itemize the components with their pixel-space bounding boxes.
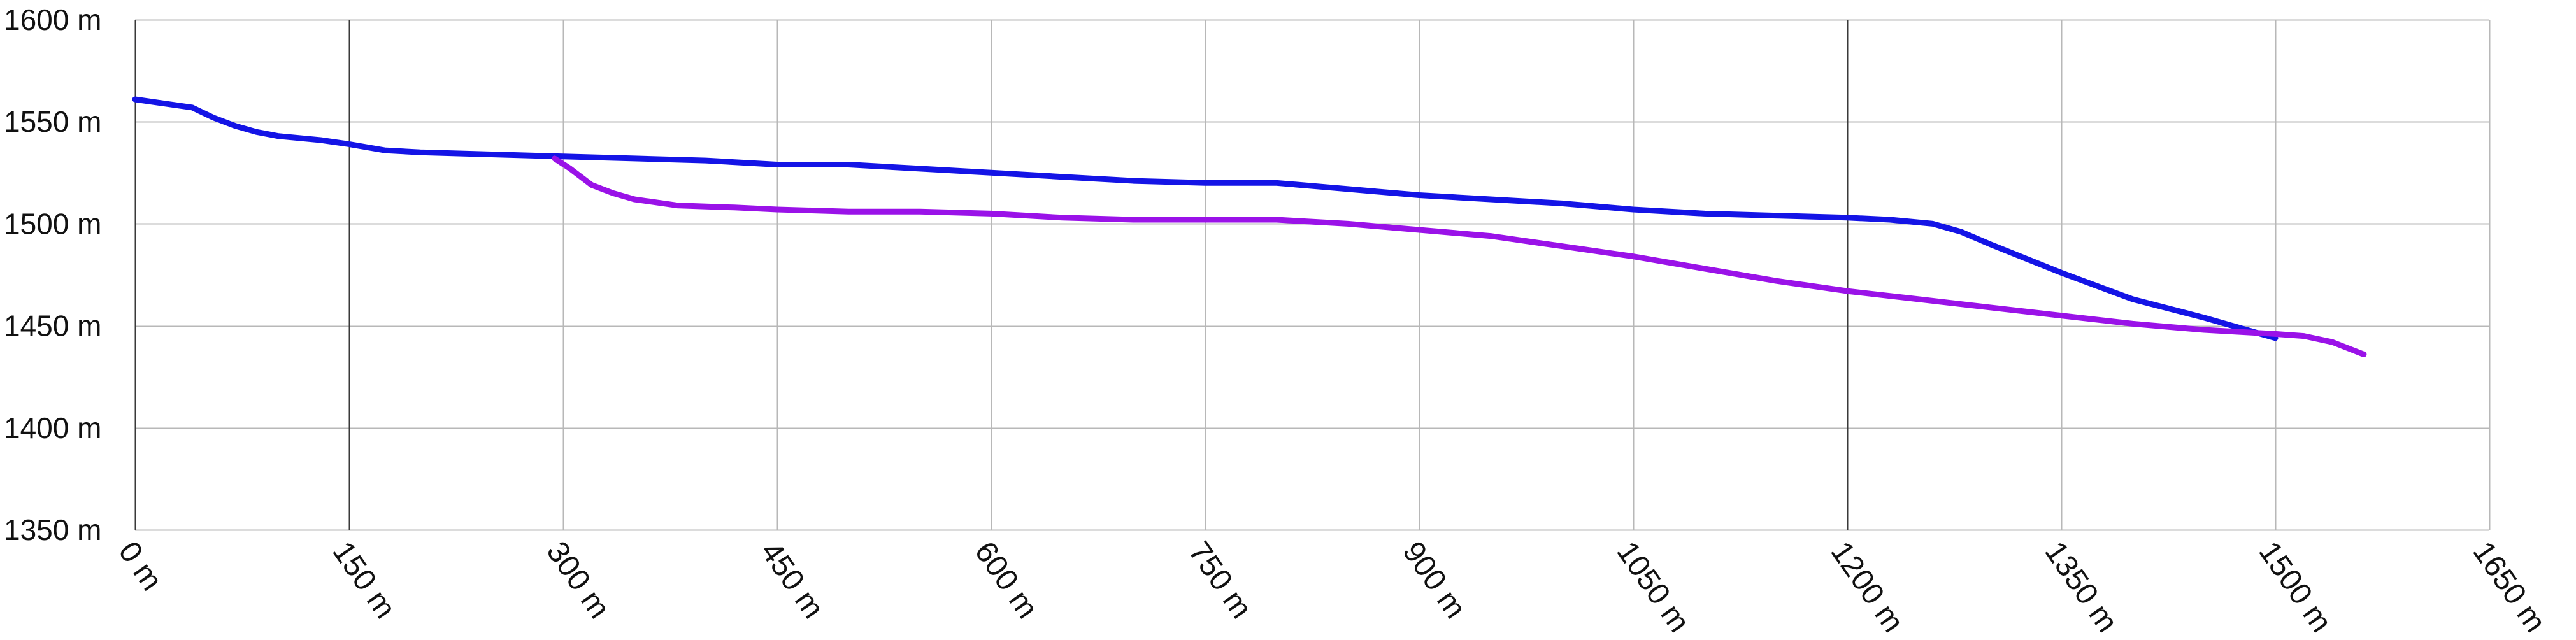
x-tick-label-5: 750 m: [1182, 536, 1258, 625]
x-axis-tick-labels: 0 m 150 m 300 m 450 m 600 m 750 m 900 m 1050 m 1…: [111, 536, 2552, 639]
y-tick-label-1: 1400 m: [4, 411, 101, 444]
y-tick-label-4: 1550 m: [4, 105, 101, 138]
x-tick-label-10: 1500 m: [2252, 536, 2338, 637]
x-tick-label-8: 1200 m: [1824, 536, 1910, 637]
y-tick-label-2: 1450 m: [4, 309, 101, 343]
y-tick-label-3: 1500 m: [4, 207, 101, 240]
y-tick-label-0: 1350 m: [4, 513, 101, 546]
x-tick-label-0: 0 m: [111, 536, 168, 597]
x-tick-label-3: 450 m: [754, 536, 830, 625]
series-layer: [132, 96, 2367, 357]
x-tick-label-6: 900 m: [1396, 536, 1472, 625]
grid-layer: [134, 19, 2491, 531]
x-tick-label-7: 1050 m: [1610, 536, 1696, 637]
x-tick-label-2: 300 m: [540, 536, 616, 625]
x-tick-label-9: 1350 m: [2038, 536, 2124, 637]
y-axis-tick-labels: 1350 m 1400 m 1450 m 1500 m 1550 m 1600 m: [4, 3, 101, 546]
x-tick-label-1: 150 m: [326, 536, 402, 625]
x-tick-label-4: 600 m: [968, 536, 1044, 625]
series-line-1: [552, 155, 2367, 357]
x-tick-label-11: 1650 m: [2466, 536, 2552, 637]
y-tick-label-5: 1600 m: [4, 3, 101, 36]
series-line-0: [132, 96, 2279, 341]
